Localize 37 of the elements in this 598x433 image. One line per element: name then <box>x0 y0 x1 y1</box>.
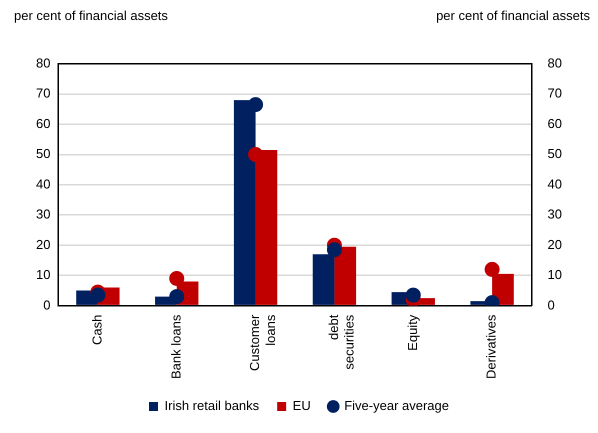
y2-tick-label: 10 <box>548 267 562 282</box>
y2-axis-title: per cent of financial assets <box>436 8 590 25</box>
y2-tick-label: 60 <box>548 116 562 131</box>
y-axis-title: per cent of financial assets <box>14 8 168 25</box>
y-tick-label: 0 <box>43 297 50 312</box>
y-tick-label: 10 <box>36 267 50 282</box>
y-tick-label: 50 <box>36 146 50 162</box>
legend-label: EU <box>292 398 311 414</box>
point <box>406 288 421 303</box>
y2-tick-label: 0 <box>548 297 555 312</box>
x-tick-label: Bank loans <box>168 314 184 380</box>
y-tick-label: 40 <box>36 176 50 192</box>
y-tick-label: 30 <box>36 206 50 222</box>
y-tick-label: 70 <box>36 86 50 101</box>
point <box>90 288 106 303</box>
point <box>326 242 342 258</box>
point <box>248 97 264 112</box>
y2-tick-label: 20 <box>548 236 562 252</box>
y2-tick-label: 40 <box>548 176 562 192</box>
point <box>169 289 184 304</box>
y-tick-label: 60 <box>36 116 50 131</box>
x-tick-label: Customer loans <box>247 314 278 372</box>
point <box>169 270 184 286</box>
x-tick-label: Equity <box>404 314 420 351</box>
x-tick-label: Cash <box>89 314 104 346</box>
y2-tick-label: 70 <box>548 86 562 101</box>
y2-tick-label: 30 <box>548 206 562 222</box>
point <box>248 147 264 162</box>
y2-tick-label: 50 <box>548 146 562 162</box>
point <box>484 262 500 277</box>
y-tick-label: 20 <box>36 236 50 252</box>
y2-tick-label: 80 <box>548 55 562 70</box>
legend-label: Five-year average <box>344 398 449 414</box>
x-tick-label: debt securities <box>326 314 357 370</box>
x-tick-label: Derivatives <box>484 314 499 379</box>
y-tick-label: 80 <box>36 55 50 70</box>
legend-label: Irish retail banks <box>164 398 260 414</box>
